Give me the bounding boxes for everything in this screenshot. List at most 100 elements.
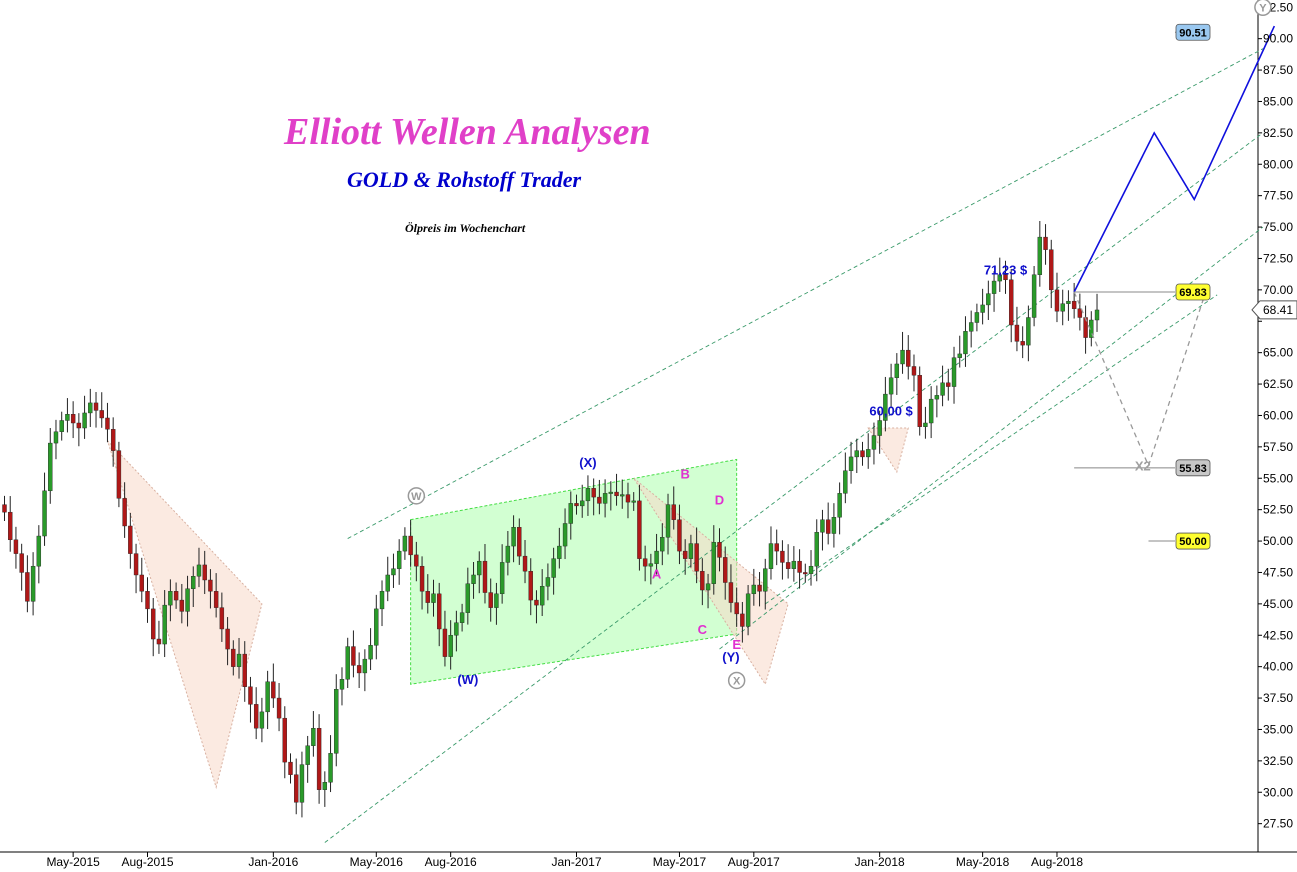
candle: [963, 331, 968, 355]
candle: [677, 519, 682, 552]
candle: [259, 711, 265, 729]
candle: [848, 456, 854, 471]
triangle-2017-b: [867, 427, 909, 474]
candle: [242, 653, 247, 687]
candle: [551, 558, 556, 578]
candle: [642, 558, 648, 567]
candle: [591, 488, 596, 498]
candle: [917, 375, 922, 427]
candle: [608, 491, 614, 494]
candle: [757, 584, 762, 592]
candle: [745, 593, 751, 627]
candle: [585, 488, 591, 502]
candle: [351, 646, 356, 666]
level-tag-box: [1175, 532, 1211, 550]
wave-label: D: [715, 493, 724, 508]
candle: [36, 535, 42, 567]
candle: [1049, 249, 1054, 291]
y-tick-label: 70.00: [1263, 283, 1293, 297]
candle: [717, 542, 722, 558]
candle: [305, 745, 310, 765]
candle: [225, 628, 230, 650]
level-tag-label: 90.51: [1179, 27, 1207, 39]
candle: [282, 717, 287, 763]
candle: [951, 357, 957, 387]
candle: [494, 593, 499, 608]
candle: [431, 593, 436, 603]
candle: [660, 537, 665, 552]
candle: [219, 607, 225, 630]
candle: [723, 557, 728, 583]
candle: [471, 574, 476, 584]
candle: [968, 322, 974, 332]
caption: Ölpreis im Wochenchart: [405, 221, 526, 235]
candle: [345, 646, 350, 680]
candle: [322, 782, 328, 790]
candle: [105, 417, 110, 430]
candle: [620, 494, 625, 497]
x-tick-label: Aug-2015: [121, 855, 173, 869]
candle: [797, 560, 802, 573]
y-tick-label: 57.50: [1263, 440, 1293, 454]
y-tick-label: 52.50: [1263, 503, 1293, 517]
channel-line-1: [324, 132, 1264, 843]
candle: [671, 504, 676, 520]
candle: [831, 516, 837, 534]
candle: [385, 574, 390, 592]
x-tick-label: May-2018: [956, 855, 1010, 869]
candle: [1003, 274, 1008, 281]
candle: [808, 565, 814, 574]
candle: [803, 572, 808, 575]
candle: [665, 504, 671, 538]
candle: [974, 312, 980, 323]
candle: [1020, 341, 1025, 346]
candle: [1060, 303, 1065, 312]
candle: [236, 653, 242, 667]
y-tick-label: 77.50: [1263, 189, 1293, 203]
candle: [528, 571, 533, 601]
candle: [923, 422, 928, 427]
candle: [299, 764, 305, 803]
candle: [597, 496, 602, 504]
x-tick-label: May-2016: [350, 855, 404, 869]
candle: [625, 494, 631, 503]
candle: [1043, 236, 1048, 250]
candle: [837, 493, 842, 518]
candle: [568, 503, 573, 524]
y-tick-label: 32.50: [1263, 754, 1293, 768]
candle: [173, 591, 179, 601]
candle: [562, 523, 568, 547]
candle: [25, 572, 30, 602]
y-tick-label: 82.50: [1263, 126, 1293, 140]
y-tick-label: 45.00: [1263, 597, 1293, 611]
wave-label: (W): [457, 672, 478, 687]
candle: [42, 490, 47, 537]
candle: [580, 500, 585, 507]
candle: [208, 579, 213, 592]
candle: [768, 543, 774, 569]
candle: [30, 565, 36, 602]
candle: [574, 503, 579, 507]
candle: [654, 550, 659, 564]
candle: [151, 608, 156, 640]
y-tick-label: 37.50: [1263, 691, 1293, 705]
candle: [843, 470, 848, 494]
candle: [997, 274, 1002, 282]
circled-wave-label: W: [411, 491, 422, 503]
level-tag-box: [1175, 23, 1211, 41]
y-tick-label: 60.00: [1263, 408, 1293, 422]
candle: [139, 574, 144, 592]
sub-title: GOLD & Rohstoff Trader: [347, 167, 582, 192]
sideways-range-box: [410, 458, 738, 685]
candle: [391, 568, 396, 576]
circled-wave-marker: [1254, 0, 1272, 17]
y-tick-label: 90.00: [1263, 32, 1293, 46]
candle: [517, 527, 522, 557]
candle: [88, 402, 93, 414]
wave-label: B: [680, 466, 689, 481]
wave-label: (Y): [722, 650, 739, 665]
candle: [854, 450, 859, 458]
candle: [1054, 289, 1060, 312]
x-tick-label: May-2017: [653, 855, 707, 869]
